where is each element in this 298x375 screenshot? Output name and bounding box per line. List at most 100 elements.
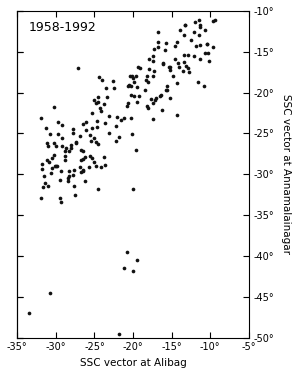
Point (80, 156, 85, 162)
Point (86, 165, 91, 171)
Point (145, 73, 150, 79)
Point (191, 53, 196, 59)
Point (92, 98, 97, 104)
Point (114, 123, 119, 129)
Point (63, 148, 67, 154)
Point (195, 79, 200, 85)
Point (167, 64, 172, 70)
Point (130, 73, 135, 79)
Point (157, 93, 162, 99)
Point (152, 68, 157, 74)
Point (189, 37, 193, 43)
Point (146, 105, 150, 111)
Point (95, 124, 100, 130)
Point (107, 130, 111, 136)
Point (107, 113, 112, 119)
Point (151, 46, 156, 52)
Point (59, 135, 64, 141)
Point (39, 115, 44, 121)
Point (92, 159, 97, 165)
Point (53, 163, 58, 169)
Point (193, 19, 198, 25)
Point (66, 173, 71, 179)
Point (155, 30, 160, 36)
Point (83, 154, 88, 160)
Point (43, 180, 47, 186)
Point (167, 96, 172, 102)
Point (71, 183, 76, 189)
Point (94, 118, 99, 124)
Point (58, 199, 63, 205)
Point (134, 257, 139, 263)
Point (80, 168, 85, 174)
Point (97, 74, 102, 80)
Point (98, 105, 103, 111)
Point (98, 108, 103, 114)
Point (203, 27, 208, 33)
Point (129, 130, 134, 136)
Point (68, 146, 73, 152)
Point (99, 164, 103, 170)
Point (151, 116, 156, 122)
Point (175, 39, 180, 45)
Point (192, 29, 197, 35)
Point (168, 67, 173, 73)
Point (167, 64, 172, 70)
Point (80, 148, 85, 154)
Point (91, 135, 96, 141)
Point (96, 99, 100, 105)
Point (103, 85, 108, 91)
Point (77, 133, 82, 139)
Point (131, 80, 136, 86)
Point (73, 140, 78, 146)
Point (45, 142, 50, 148)
Point (156, 44, 161, 50)
Point (84, 127, 89, 133)
Point (170, 73, 175, 79)
Point (54, 143, 58, 149)
Point (144, 103, 149, 109)
Point (176, 60, 180, 66)
Point (153, 98, 157, 104)
Point (210, 18, 215, 24)
Point (159, 107, 164, 113)
Point (131, 268, 135, 274)
Point (55, 163, 59, 169)
Point (81, 167, 86, 173)
Point (70, 130, 75, 136)
Point (101, 100, 106, 106)
Point (67, 168, 72, 174)
Point (202, 50, 207, 56)
Point (79, 168, 83, 174)
Point (172, 56, 177, 62)
Point (112, 85, 117, 91)
Point (197, 42, 202, 48)
Point (78, 164, 83, 170)
Point (56, 119, 61, 125)
Point (41, 183, 46, 189)
Point (93, 100, 98, 106)
Point (82, 178, 87, 184)
Point (63, 153, 68, 159)
Point (121, 265, 126, 271)
Point (54, 163, 59, 169)
Point (78, 157, 83, 163)
Point (90, 154, 95, 160)
Point (128, 92, 133, 98)
Point (175, 112, 180, 118)
Point (136, 93, 141, 99)
Point (49, 165, 54, 171)
Point (181, 53, 186, 58)
Point (49, 155, 54, 161)
Point (126, 83, 131, 89)
Point (64, 145, 69, 151)
Point (116, 134, 121, 140)
Point (146, 56, 151, 62)
Point (173, 43, 178, 49)
Point (102, 154, 106, 160)
Point (71, 172, 75, 178)
Point (55, 131, 60, 137)
Point (147, 66, 151, 72)
Point (198, 24, 203, 30)
Point (46, 159, 51, 165)
